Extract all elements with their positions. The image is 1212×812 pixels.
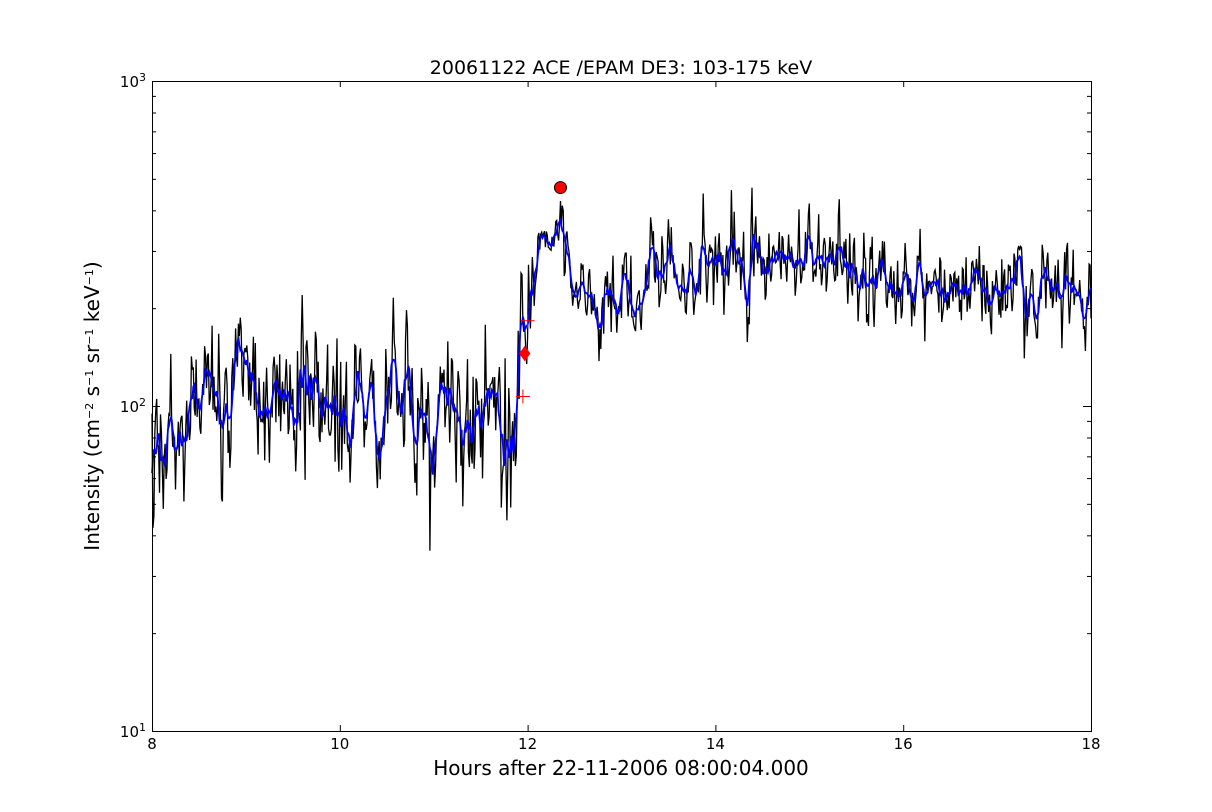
marker-group (515, 181, 567, 404)
series-group (151, 187, 1092, 551)
x-tick-label: 16 (894, 735, 913, 753)
x-axis-label: Hours after 22-11-2006 08:00:04.000 (433, 756, 809, 780)
y-tick-label: 101 (120, 721, 146, 742)
x-tick-label: 10 (330, 735, 349, 753)
plus-marker (515, 389, 530, 404)
y-tick-label: 103 (120, 71, 146, 92)
x-tick-label: 14 (706, 735, 725, 753)
x-tick-label: 18 (1081, 735, 1100, 753)
y-axis: 101 102 103 (120, 71, 1091, 742)
peak-marker (553, 181, 567, 195)
x-tick-label: 12 (518, 735, 537, 753)
x-axis: 8 10 12 14 16 18 (147, 81, 1101, 753)
y-tick-label: 102 (120, 396, 146, 417)
x-tick-label: 8 (147, 735, 157, 753)
y-axis-label: Intensity (cm−2 s−1 sr−1 keV−1) (80, 261, 104, 550)
plot-area (151, 81, 1092, 732)
smoothed-intensity-line (151, 217, 1092, 475)
onset-marker (519, 345, 531, 362)
chart-title: 20061122 ACE /EPAM DE3: 103-175 keV (430, 57, 812, 79)
plus-marker (520, 313, 535, 328)
